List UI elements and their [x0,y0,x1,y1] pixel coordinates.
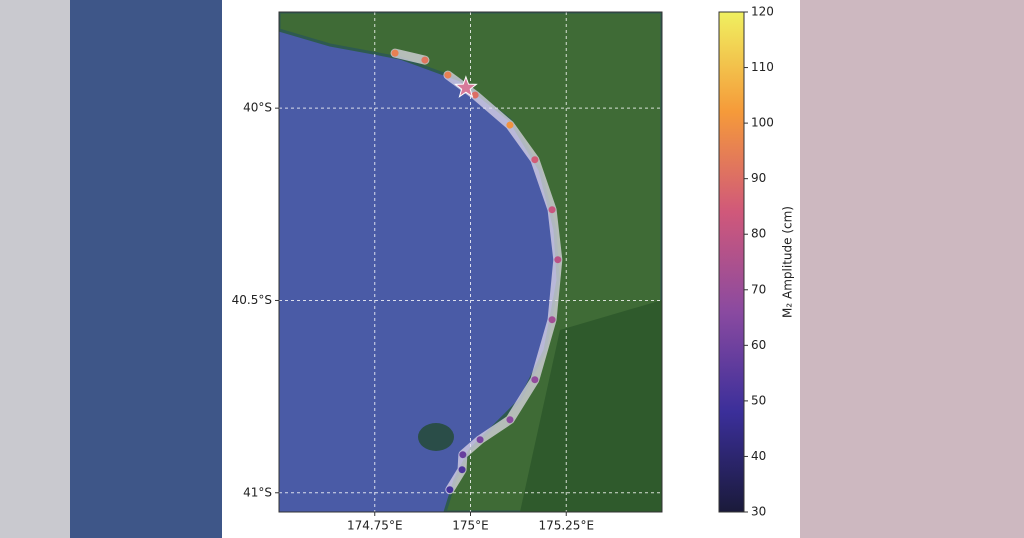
colorbar-tick-label: 90 [751,171,766,185]
backdrop-right [800,0,1024,538]
track-point [458,466,466,474]
colorbar-tick-label: 110 [751,60,774,74]
colorbar [718,11,745,513]
track-point [476,436,484,444]
colorbar-tick-label: 120 [751,5,774,19]
colorbar-tick-label: 80 [751,227,766,241]
track-point [446,486,454,494]
x-tick-label: 175°E [452,519,489,533]
track-point [391,49,399,57]
track-outline [390,48,430,65]
colorbar-tick-label: 40 [751,449,766,463]
track-point [506,121,514,129]
x-tick-label: 174.75°E [347,519,403,533]
track-point [444,71,452,79]
colorbar-label: M₂ Amplitude (cm) [781,206,795,318]
overlay [279,12,662,512]
track-point [548,316,556,324]
star-marker [454,75,478,98]
track-point [471,91,479,99]
track-point [548,206,556,214]
colorbar-tick-label: 30 [751,505,766,519]
island [418,423,454,451]
colorbar-tick-label: 50 [751,393,766,407]
y-tick-label: 41°S [243,485,272,499]
track-point [459,451,467,459]
backdrop-left [70,0,222,538]
y-tick-label: 40°S [243,101,272,115]
x-tick-label: 175.25°E [538,519,594,533]
track-point [531,376,539,384]
y-tick-label: 40.5°S [232,293,272,307]
colorbar-tick-label: 60 [751,338,766,352]
track-point [554,256,562,264]
colorbar-tick-label: 70 [751,282,766,296]
forest [520,300,662,512]
track-point [506,416,514,424]
track-point [421,56,429,64]
colorbar-tick-label: 100 [751,116,774,130]
track-point [531,156,539,164]
